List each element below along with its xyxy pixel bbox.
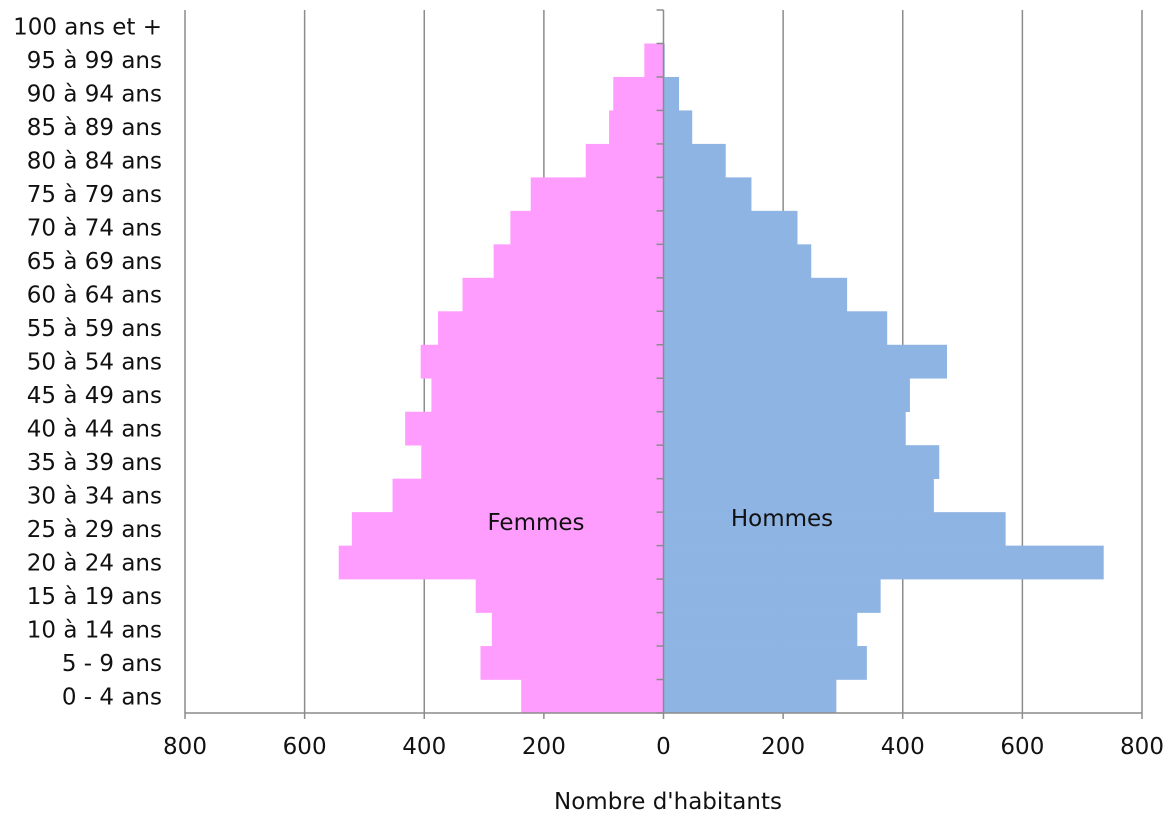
bar-femmes-14	[510, 210, 664, 245]
y-tick-label: 65 à 69 ans	[27, 249, 162, 275]
bar-femmes-10	[420, 344, 664, 379]
y-tick-label: 40 à 44 ans	[27, 416, 162, 442]
y-tick-label: 75 à 79 ans	[27, 182, 162, 208]
x-tick-label: 800	[163, 734, 207, 760]
bar-femmes-3	[475, 579, 664, 613]
bar-hommes-0	[663, 679, 837, 714]
bar-femmes-17	[609, 110, 664, 145]
y-tick-label: 35 à 39 ans	[27, 450, 162, 476]
y-tick-label: 15 à 19 ans	[27, 584, 162, 610]
y-tick-label: 90 à 94 ans	[27, 82, 162, 108]
bar-femmes-4	[338, 545, 664, 580]
y-tick-label: 45 à 49 ans	[27, 383, 162, 409]
y-tick-label: 80 à 84 ans	[27, 149, 162, 175]
y-tick-label: 55 à 59 ans	[27, 316, 162, 342]
bar-hommes-16	[663, 143, 726, 178]
x-tick-label: 400	[402, 734, 446, 760]
bar-femmes-15	[530, 177, 664, 212]
x-tick-label: 600	[1000, 734, 1044, 760]
y-tick-label: 50 à 54 ans	[27, 350, 162, 376]
bar-femmes-6	[392, 478, 664, 513]
y-tick-label: 20 à 24 ans	[27, 550, 162, 576]
bar-femmes-19	[644, 43, 664, 78]
bar-hommes-9	[663, 378, 910, 413]
bar-hommes-12	[663, 277, 848, 312]
bar-femmes-5	[351, 512, 664, 546]
y-tick-label: 70 à 74 ans	[27, 216, 162, 242]
bar-femmes-9	[431, 378, 664, 413]
y-tick-label: 85 à 89 ans	[27, 115, 162, 141]
bar-femmes-16	[585, 143, 664, 178]
age-labels: 0 - 4 ans 5 - 9 ans 10 à 14 ans 15 à 19 ans…	[13, 15, 162, 711]
x-tick-labels: 800 600 400 200 0 200 400 600 800	[163, 734, 1164, 760]
x-tick-label: 200	[761, 734, 805, 760]
series-label-hommes: Hommes	[731, 506, 833, 532]
y-tick-label: 60 à 64 ans	[27, 283, 162, 309]
x-tick-label: 400	[881, 734, 925, 760]
bar-femmes-1	[480, 646, 664, 680]
bar-femmes-0	[521, 679, 664, 714]
x-tick-label: 800	[1120, 734, 1164, 760]
axes	[184, 9, 1143, 719]
bar-hommes-7	[663, 445, 940, 479]
y-tick-label: 25 à 29 ans	[27, 517, 162, 543]
y-tick-label: 100 ans et +	[13, 15, 162, 41]
y-tick-label: 95 à 99 ans	[27, 48, 162, 74]
bar-hommes-4	[663, 545, 1104, 580]
bar-femmes-11	[438, 311, 664, 346]
bar-femmes-7	[421, 445, 664, 479]
bar-femmes-18	[613, 76, 664, 111]
x-tick-label: 200	[522, 734, 566, 760]
x-tick-label: 600	[283, 734, 327, 760]
bar-femmes-12	[462, 277, 664, 312]
bar-femmes-8	[405, 411, 664, 446]
x-tick-label: 0	[656, 734, 671, 760]
bar-femmes-2	[491, 612, 664, 647]
bar-femmes-13	[493, 244, 664, 279]
bar-hommes-17	[663, 110, 693, 145]
bar-hommes-8	[663, 411, 906, 446]
x-axis-title: Nombre d'habitants	[554, 789, 782, 815]
y-tick-label: 0 - 4 ans	[62, 684, 162, 710]
bar-hommes-3	[663, 579, 881, 613]
y-tick-label: 10 à 14 ans	[27, 617, 162, 643]
bar-hommes-18	[663, 76, 680, 111]
bar-hommes-15	[663, 177, 752, 212]
bar-hommes-5	[663, 512, 1006, 546]
bar-hommes-1	[663, 646, 867, 680]
bar-hommes-2	[663, 612, 858, 647]
bars	[338, 43, 1104, 714]
bar-hommes-10	[663, 344, 948, 379]
bar-hommes-6	[663, 478, 934, 513]
series-label-femmes: Femmes	[487, 510, 584, 536]
bar-hommes-14	[663, 210, 798, 245]
y-tick-label: 30 à 34 ans	[27, 483, 162, 509]
bar-hommes-13	[663, 244, 812, 279]
bar-hommes-11	[663, 311, 888, 346]
y-tick-label: 5 - 9 ans	[62, 651, 162, 677]
